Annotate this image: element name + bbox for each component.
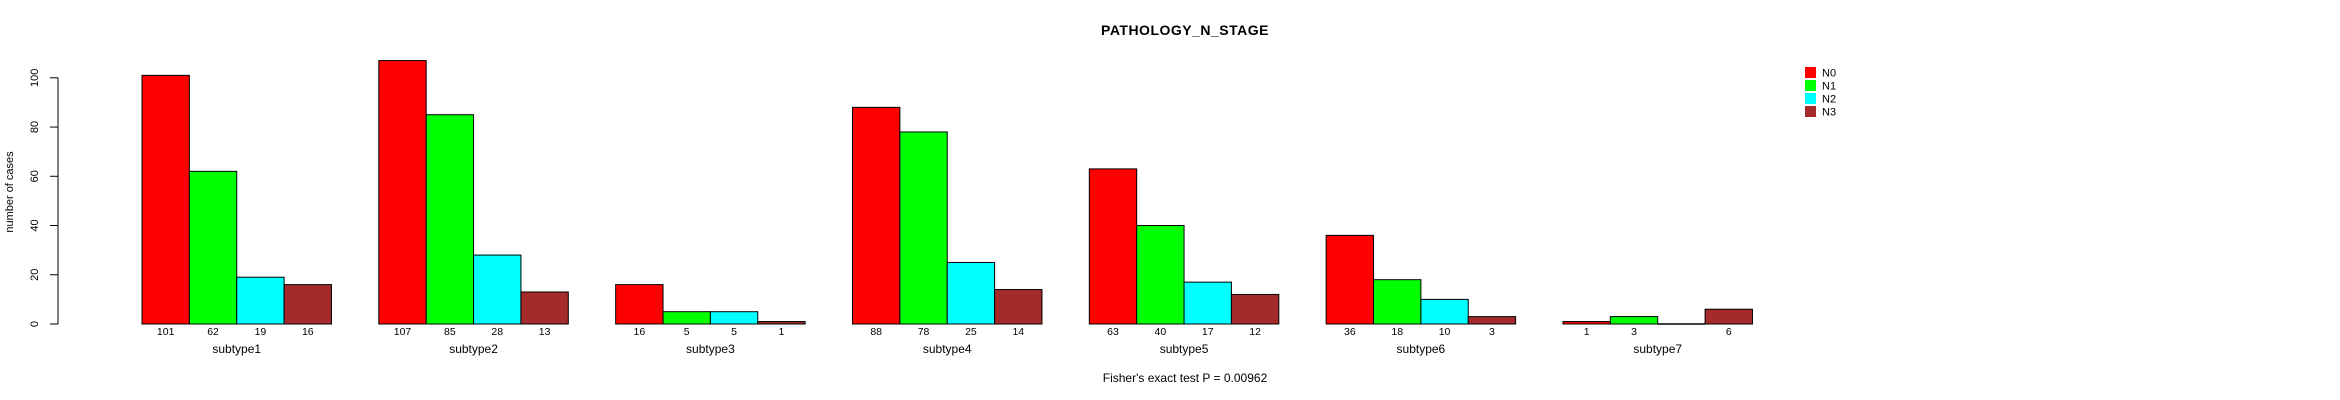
bar-subtype1-N3: [283, 284, 332, 325]
bar-subtype4-N3: [994, 289, 1043, 325]
bar-value-label: 1: [779, 326, 785, 338]
bar-subtype7-N0: [1562, 321, 1611, 325]
bar-value-label: 5: [684, 326, 690, 338]
bar-subtype1-N2: [236, 276, 285, 325]
legend-label-N1: N1: [1822, 81, 1836, 93]
bar-subtype5-N0: [1088, 168, 1138, 325]
bar-value-label: 88: [870, 326, 882, 338]
category-label-subtype7: subtype7: [1633, 342, 1682, 356]
category-label-subtype1: subtype1: [212, 342, 261, 356]
bar-value-label: 10: [1439, 326, 1451, 338]
bar-value-label: 101: [157, 326, 175, 338]
bar-subtype4-N0: [851, 106, 901, 325]
category-label-subtype3: subtype3: [686, 342, 735, 356]
legend-swatch-N0: [1805, 67, 1816, 78]
bar-value-label: 19: [255, 326, 267, 338]
bar-subtype6-N2: [1420, 298, 1469, 325]
bar-value-label: 3: [1489, 326, 1495, 338]
bar-subtype3-N3: [757, 321, 806, 325]
category-label-subtype6: subtype6: [1397, 342, 1446, 356]
bar-subtype5-N2: [1183, 281, 1232, 325]
bar-subtype2-N0: [378, 60, 427, 325]
bar-value-label: 12: [1249, 326, 1261, 338]
bar-subtype6-N3: [1467, 316, 1517, 325]
y-tick-label: 0: [29, 321, 41, 327]
bar-value-label: 107: [394, 326, 412, 338]
bar-value-label: 62: [207, 326, 219, 338]
bar-value-label: 25: [965, 326, 977, 338]
y-tick-label: 60: [29, 170, 41, 182]
bar-subtype5-N1: [1136, 225, 1185, 325]
bar-value-label: 5: [731, 326, 737, 338]
bar-subtype7-N1: [1609, 316, 1659, 325]
bar-value-label: 14: [1012, 326, 1024, 338]
bar-subtype3-N1: [662, 311, 711, 325]
legend-swatch-N3: [1805, 106, 1816, 117]
bar-value-label: 16: [302, 326, 314, 338]
legend-label-N0: N0: [1822, 68, 1836, 80]
bar-value-label: 85: [444, 326, 456, 338]
bar-value-label: 36: [1344, 326, 1356, 338]
category-label-subtype5: subtype5: [1160, 342, 1209, 356]
bar-subtype5-N3: [1230, 293, 1280, 325]
bar-subtype3-N2: [709, 311, 759, 325]
chart-title: PATHOLOGY_N_STAGE: [1101, 22, 1269, 38]
bar-subtype4-N1: [899, 131, 948, 325]
bar-subtype2-N3: [520, 291, 569, 325]
y-tick-label: 80: [29, 121, 41, 133]
bar-value-label: 18: [1391, 326, 1403, 338]
bar-value-label: 78: [918, 326, 930, 338]
legend-label-N3: N3: [1822, 107, 1836, 119]
bar-subtype1-N0: [141, 74, 190, 325]
bar-value-label: 6: [1726, 326, 1732, 338]
category-label-subtype4: subtype4: [923, 342, 972, 356]
legend-swatch-N1: [1805, 80, 1816, 91]
bar-value-label: 28: [491, 326, 503, 338]
legend-swatch-N2: [1805, 93, 1816, 104]
bar-value-label: 40: [1155, 326, 1167, 338]
bar-subtype6-N1: [1373, 279, 1422, 325]
y-tick-label: 20: [29, 269, 41, 281]
y-tick-label: 100: [29, 69, 41, 87]
bar-value-label: 63: [1107, 326, 1119, 338]
bar-subtype2-N1: [425, 114, 475, 325]
bar-subtype2-N2: [473, 254, 522, 325]
category-label-subtype2: subtype2: [449, 342, 498, 356]
y-tick-label: 40: [29, 219, 41, 231]
fisher-test-annotation: Fisher's exact test P = 0.00962: [1102, 371, 1268, 385]
bar-value-label: 1: [1584, 326, 1590, 338]
bar-subtype3-N0: [615, 284, 664, 325]
bar-value-label: 16: [634, 326, 646, 338]
bar-subtype6-N0: [1325, 234, 1375, 325]
bar-value-label: 13: [539, 326, 551, 338]
bar-subtype4-N2: [946, 261, 996, 325]
legend-label-N2: N2: [1822, 94, 1836, 106]
bar-subtype1-N1: [188, 170, 238, 325]
bar-subtype7-N3: [1704, 308, 1753, 325]
bar-value-label: 3: [1631, 326, 1637, 338]
bar-value-label: 17: [1202, 326, 1214, 338]
